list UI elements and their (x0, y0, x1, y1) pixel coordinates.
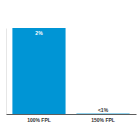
bar (76, 113, 129, 114)
x-tick-label: 100% FPL (27, 117, 51, 123)
bar (12, 28, 65, 114)
x-axis: 100% FPL 150% FPL (7, 114, 137, 123)
x-axis-line (7, 114, 137, 115)
y-axis (6, 29, 7, 115)
y-axis-line (6, 29, 7, 115)
data-label: 2% (35, 30, 43, 36)
data-label: <1% (98, 107, 109, 113)
plot: 100% FPL 150% FPL 2% <1% (7, 28, 137, 123)
data-labels: 2% <1% (35, 30, 108, 113)
x-tick-label: 150% FPL (91, 117, 115, 123)
chart: 100% FPL 150% FPL 2% <1% (0, 0, 140, 140)
bars (12, 28, 129, 114)
x-tick: 100% FPL (27, 114, 51, 123)
x-tick: 150% FPL (91, 114, 115, 123)
